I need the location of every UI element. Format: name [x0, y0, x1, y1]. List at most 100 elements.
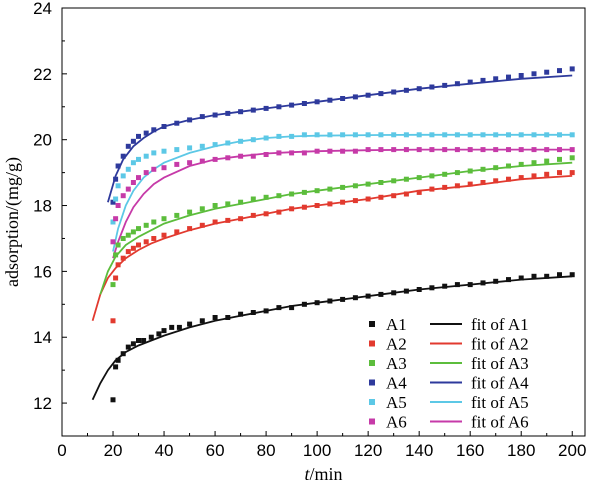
data-point-a3: [391, 178, 397, 184]
data-point-a3: [120, 236, 126, 241]
data-point-a2: [161, 232, 167, 238]
data-point-a4: [378, 91, 384, 97]
legend-marker-a3: [369, 360, 375, 366]
data-point-a6: [110, 239, 116, 245]
data-point-a1: [263, 308, 269, 314]
data-point-a2: [391, 193, 397, 199]
data-point-a5: [314, 132, 320, 138]
data-point-a4: [238, 109, 244, 115]
data-point-a4: [161, 124, 167, 129]
data-point-a2: [454, 183, 460, 189]
data-point-a1: [199, 318, 205, 324]
data-point-a5: [120, 173, 126, 179]
data-point-a4: [187, 117, 193, 123]
data-point-a1: [454, 282, 460, 288]
data-point-a3: [442, 171, 448, 177]
data-point-a5: [429, 132, 435, 138]
data-point-a6: [151, 166, 157, 172]
data-point-a3: [544, 158, 550, 164]
data-point-a3: [301, 189, 307, 195]
data-point-a1: [391, 290, 397, 296]
legend-label-fit-4: fit of A4: [471, 374, 529, 393]
data-point-a5: [340, 132, 346, 138]
data-point-a2: [352, 198, 358, 204]
x-tick-label: 0: [57, 441, 66, 460]
data-point-a2: [557, 170, 562, 176]
data-point-a3: [480, 166, 486, 172]
data-point-a5: [467, 132, 473, 138]
data-point-a5: [544, 132, 550, 138]
data-point-a6: [143, 170, 149, 176]
data-point-a3: [403, 176, 409, 182]
data-point-a4: [143, 130, 149, 136]
data-point-a3: [250, 196, 256, 202]
data-point-a5: [212, 142, 218, 148]
data-point-a3: [151, 219, 157, 225]
data-point-a3: [263, 194, 269, 200]
data-point-a5: [115, 183, 121, 189]
data-point-a3: [130, 229, 136, 235]
data-point-a4: [467, 79, 473, 85]
data-point-a2: [115, 262, 121, 268]
data-point-a5: [378, 132, 384, 138]
x-tick-label: 140: [405, 441, 433, 460]
data-point-a1: [327, 298, 333, 304]
data-point-a5: [506, 132, 511, 138]
data-point-a4: [130, 138, 136, 144]
data-point-a4: [276, 104, 282, 110]
legend-marker-a6: [369, 418, 375, 425]
data-point-a3: [110, 282, 116, 288]
data-point-a6: [531, 147, 537, 153]
x-tick-label: 100: [303, 441, 331, 460]
data-point-a6: [263, 152, 269, 157]
data-point-a3: [225, 201, 231, 207]
data-point-a1: [115, 357, 121, 363]
data-point-a2: [416, 189, 422, 195]
legend-marker-a5: [369, 399, 375, 405]
legend-label-fit-5: fit of A5: [471, 393, 529, 412]
data-point-a6: [557, 147, 562, 153]
data-point-a6: [225, 155, 231, 161]
data-point-a1: [120, 351, 126, 357]
data-point-a4: [391, 89, 397, 95]
data-point-a3: [327, 186, 333, 192]
x-tick-label: 80: [257, 441, 276, 460]
data-point-a5: [110, 219, 116, 225]
data-point-a4: [289, 102, 295, 108]
data-point-a2: [518, 175, 524, 181]
data-point-a1: [130, 341, 136, 347]
data-point-a2: [480, 180, 486, 185]
data-point-a2: [136, 242, 141, 248]
data-point-a6: [544, 147, 550, 153]
data-point-a1: [340, 296, 346, 302]
x-axis-title-unit: /min: [310, 464, 343, 484]
data-point-a6: [378, 147, 384, 153]
data-point-a3: [187, 209, 193, 215]
y-axis-title: adsorption/(mg/g): [2, 157, 23, 287]
data-point-a2: [151, 236, 157, 241]
data-point-a6: [454, 147, 460, 153]
axis-ticks: 0 20 40 60 80 100 120 140 160 180 200 12 14 16 18 20 22 2…: [33, 0, 586, 460]
data-point-a2: [225, 217, 231, 223]
data-point-a2: [569, 170, 575, 176]
data-point-a4: [199, 114, 205, 120]
data-point-a5: [199, 143, 205, 149]
data-point-a6: [276, 150, 282, 156]
data-point-a5: [403, 132, 409, 138]
data-point-a5: [143, 153, 149, 159]
y-tick-label: 18: [33, 197, 52, 216]
plot-frame: [61, 7, 586, 437]
data-point-a4: [250, 107, 256, 113]
data-point-a2: [199, 222, 205, 228]
data-point-a5: [442, 132, 448, 138]
data-point-a1: [169, 324, 175, 330]
data-point-a2: [493, 178, 499, 184]
data-point-a2: [327, 201, 333, 207]
data-point-a5: [493, 132, 499, 138]
data-point-a3: [340, 184, 346, 190]
legend-marker-a2: [369, 340, 375, 347]
data-point-a5: [569, 132, 575, 138]
data-point-a6: [493, 147, 499, 153]
data-point-a3: [113, 252, 119, 258]
